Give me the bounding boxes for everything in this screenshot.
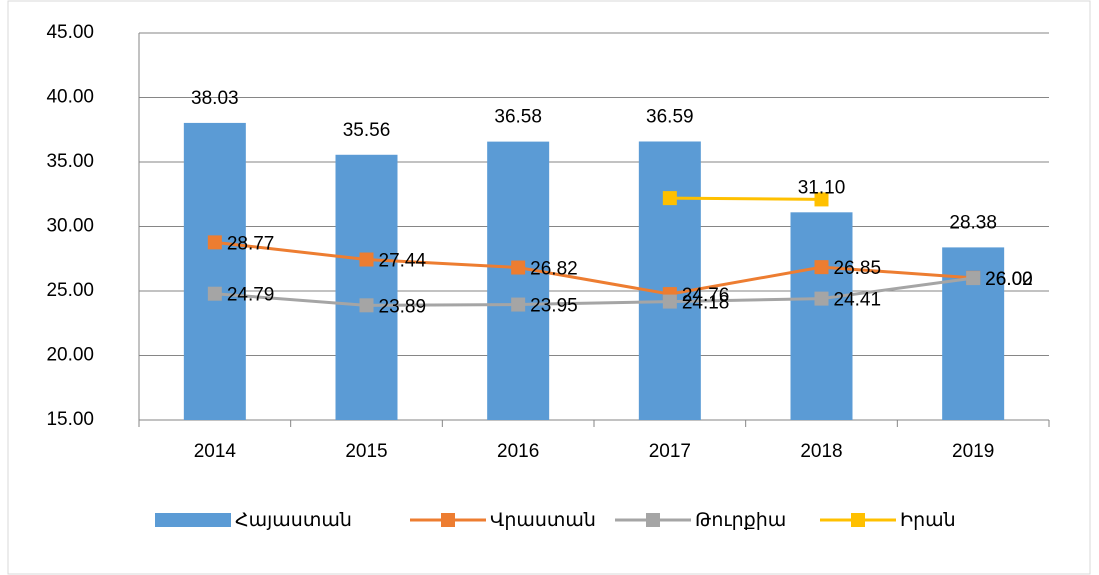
x-tick-label: 2015: [345, 441, 387, 462]
bar: [335, 154, 398, 420]
legend-label: Իրան: [900, 510, 956, 531]
line: [214, 276, 974, 307]
x-tick-label: 2016: [497, 441, 539, 462]
legend-label: Թուրքիա: [695, 510, 786, 531]
y-tick-label: 25.00: [46, 280, 94, 301]
y-tick-label: 20.00: [46, 345, 94, 366]
line: [214, 240, 974, 296]
line-label: 24.41: [834, 290, 882, 311]
legend-swatch: [155, 513, 231, 527]
legend-marker: [851, 513, 865, 527]
bar-label: 38.03: [191, 88, 239, 109]
line-label: 24.76: [682, 285, 730, 306]
marker: [814, 192, 829, 207]
marker: [662, 191, 677, 206]
marker: [207, 235, 222, 250]
bar: [487, 141, 550, 421]
legend-marker: [441, 513, 455, 527]
x-tick-label: 2017: [649, 441, 691, 462]
bar-label: 28.38: [949, 212, 997, 233]
bar: [790, 212, 853, 420]
x-tick-label: 2014: [194, 441, 237, 462]
line-label: 26.82: [530, 259, 578, 280]
line-label: 23.95: [530, 296, 578, 317]
y-tick-label: 45.00: [46, 22, 94, 43]
marker: [814, 291, 829, 306]
line-label: 24.18: [682, 293, 730, 314]
y-tick-label: 40.00: [46, 87, 94, 108]
bar: [183, 122, 246, 421]
marker: [207, 286, 222, 301]
marker: [511, 260, 526, 275]
line-label: 28.77: [227, 233, 275, 254]
line: [669, 196, 822, 201]
marker: [359, 298, 374, 313]
y-tick-label: 15.00: [46, 409, 94, 430]
bar-label: 31.10: [798, 177, 846, 198]
bar-label: 35.56: [343, 120, 391, 141]
marker: [966, 271, 981, 286]
marker: [511, 297, 526, 312]
line-label: 26.02: [985, 269, 1033, 290]
marker: [662, 294, 677, 309]
x-tick-label: 2018: [800, 441, 842, 462]
line-label: 26.00: [985, 269, 1033, 290]
line-label: 23.89: [379, 296, 427, 317]
line-label: 26.85: [834, 258, 882, 279]
marker: [814, 260, 829, 275]
bar-label: 36.58: [494, 107, 542, 128]
marker: [359, 252, 374, 267]
y-tick-label: 35.00: [46, 151, 94, 172]
bar: [638, 141, 701, 420]
legend-marker: [646, 513, 660, 527]
x-tick-label: 2019: [952, 441, 994, 462]
y-tick-label: 30.00: [46, 216, 94, 237]
bar-label: 36.59: [646, 107, 694, 128]
line-label: 24.79: [227, 285, 275, 306]
legend-label: Հայաստան: [235, 510, 352, 531]
line-label: 27.44: [379, 251, 427, 272]
legend-label: Վրաստան: [490, 510, 596, 531]
